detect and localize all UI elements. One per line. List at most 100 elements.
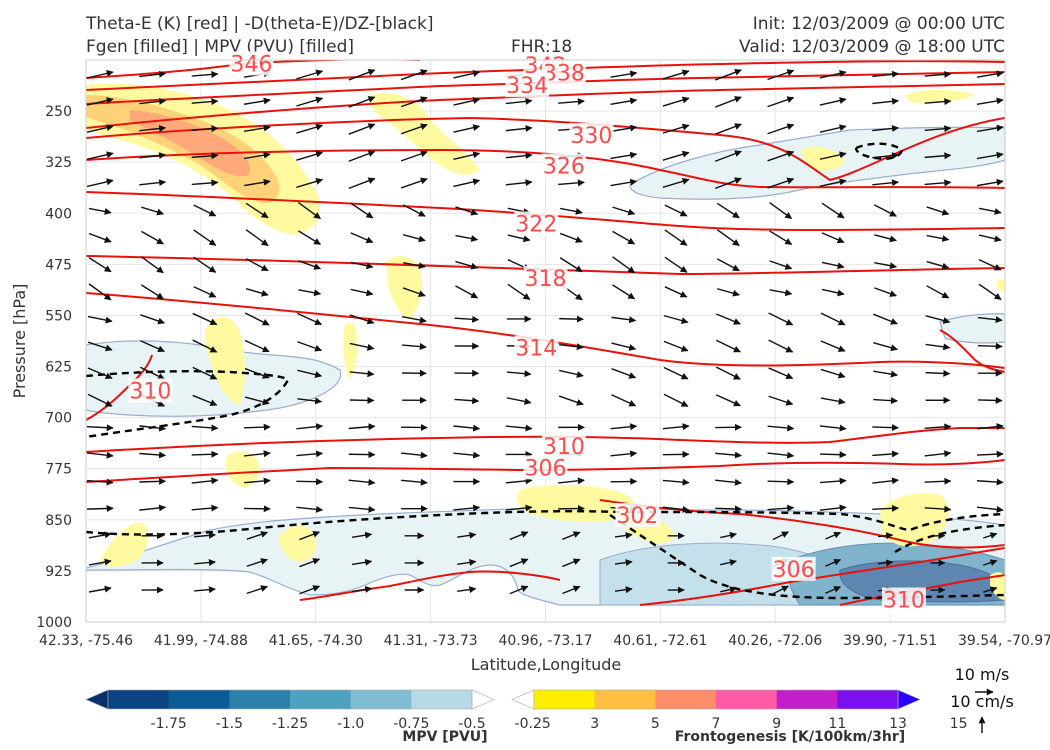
theta-e-label-text: 318 — [525, 267, 567, 292]
wind-vector — [453, 451, 481, 459]
wind-vector — [350, 202, 374, 219]
wind-vector — [716, 202, 740, 219]
theta-e-label-text: 314 — [515, 336, 557, 361]
colorbar-cell — [837, 690, 899, 709]
wind-vector — [455, 234, 479, 242]
x-tick-label: 39.54, -70.97 — [958, 633, 1050, 649]
x-tick-label: 42.33, -75.46 — [39, 633, 133, 649]
wind-vector — [402, 234, 426, 243]
wind-vector — [350, 288, 374, 297]
wind-vector — [714, 177, 742, 190]
wind-vector — [193, 256, 217, 273]
mpv-colorbar-label: MPV [PVU] — [402, 729, 487, 745]
y-tick-label: 550 — [45, 308, 72, 324]
wind-vector — [614, 532, 633, 539]
colorbar-cell — [776, 690, 838, 709]
wind-vector — [455, 260, 479, 270]
wind-vector — [976, 178, 1004, 187]
wind-vector — [820, 312, 846, 326]
wind-vector — [402, 343, 427, 351]
wind-vector — [86, 97, 114, 106]
wind-vector — [140, 314, 166, 325]
wind-vector — [872, 70, 899, 78]
theta-e-label-310: 310 — [128, 378, 173, 404]
fgen-area-upper-center — [368, 92, 480, 175]
wind-vector — [243, 97, 271, 105]
wind-vector — [139, 97, 167, 105]
wind-vector — [612, 256, 636, 274]
colorbar-tick-label: 11 — [828, 716, 846, 732]
wind-vector — [350, 261, 374, 270]
theta-e-label-334: 334 — [505, 73, 550, 99]
wind-vector — [191, 424, 219, 432]
theta-e-contour-322 — [86, 191, 1005, 231]
colorbar-cell — [290, 690, 352, 709]
colorbar-extend-max — [897, 689, 921, 710]
wind-vector — [401, 478, 428, 486]
wind-vector — [978, 207, 1002, 215]
wind-vector — [715, 394, 741, 407]
theta-e-label-text: 322 — [515, 212, 557, 237]
plot-frame — [85, 59, 1006, 623]
wind-vector — [505, 124, 533, 132]
wind-vector — [244, 312, 270, 326]
theta-e-label-338: 338 — [541, 60, 586, 86]
wind-vector — [298, 260, 322, 270]
wind-vector — [819, 504, 847, 512]
wind-vector — [715, 313, 741, 325]
theta-e-label-326: 326 — [541, 153, 586, 180]
wind-vector — [194, 586, 216, 594]
colorbar-extend-min — [511, 689, 535, 710]
colorbar-tick-label: 9 — [772, 716, 781, 732]
wind-vector — [819, 477, 847, 485]
wind-vector — [873, 341, 898, 352]
wind-vector — [457, 531, 477, 539]
wind-vector — [976, 423, 1004, 431]
wind-vector — [716, 229, 740, 247]
wind-vector — [612, 284, 636, 300]
wind-vector — [86, 124, 114, 133]
x-tick-label: 40.26, -72.06 — [728, 633, 822, 649]
wind-vector — [505, 152, 533, 160]
wind-vector — [612, 230, 636, 245]
wind-vector — [453, 504, 481, 512]
label-halo — [541, 434, 586, 459]
wind-vector — [297, 312, 323, 326]
wind-vector — [924, 70, 952, 78]
wind-vector — [977, 316, 1003, 324]
wind-vector — [457, 558, 477, 566]
wind-vector — [769, 289, 793, 297]
wind-vector — [245, 258, 269, 272]
wind-vector — [505, 424, 533, 432]
wind-vector — [767, 69, 795, 81]
wind-vector — [714, 69, 742, 81]
wind-vector — [558, 477, 585, 485]
fgen-area-right-edge — [996, 279, 1005, 292]
wind-vector — [193, 204, 217, 217]
colorbar-frame — [533, 689, 899, 710]
wind-vector — [299, 530, 321, 541]
wind-vector — [924, 152, 952, 160]
wind-vector — [877, 559, 894, 567]
wind-vector — [819, 97, 847, 106]
wind-vector — [716, 258, 740, 272]
wind-vector — [349, 314, 375, 325]
wind-vector — [246, 531, 268, 540]
label-halo — [569, 122, 614, 147]
wind-vector — [926, 234, 950, 242]
theta-e-label-text: 330 — [570, 124, 612, 149]
wind-vector — [662, 96, 690, 107]
colorbar-tick-label: -0.5 — [458, 716, 485, 732]
wind-vector — [455, 285, 479, 299]
label-halo — [541, 153, 586, 178]
wind-vector — [715, 366, 741, 380]
wind-vector — [925, 315, 951, 324]
wind-vector — [611, 342, 637, 351]
fgen-area-lower-left-2 — [279, 525, 317, 562]
wind-vector — [296, 123, 324, 134]
theta-e-label-346: 346 — [229, 51, 274, 77]
wind-vectors — [86, 69, 1004, 595]
wind-vector — [767, 96, 795, 108]
label-halo — [505, 73, 550, 98]
